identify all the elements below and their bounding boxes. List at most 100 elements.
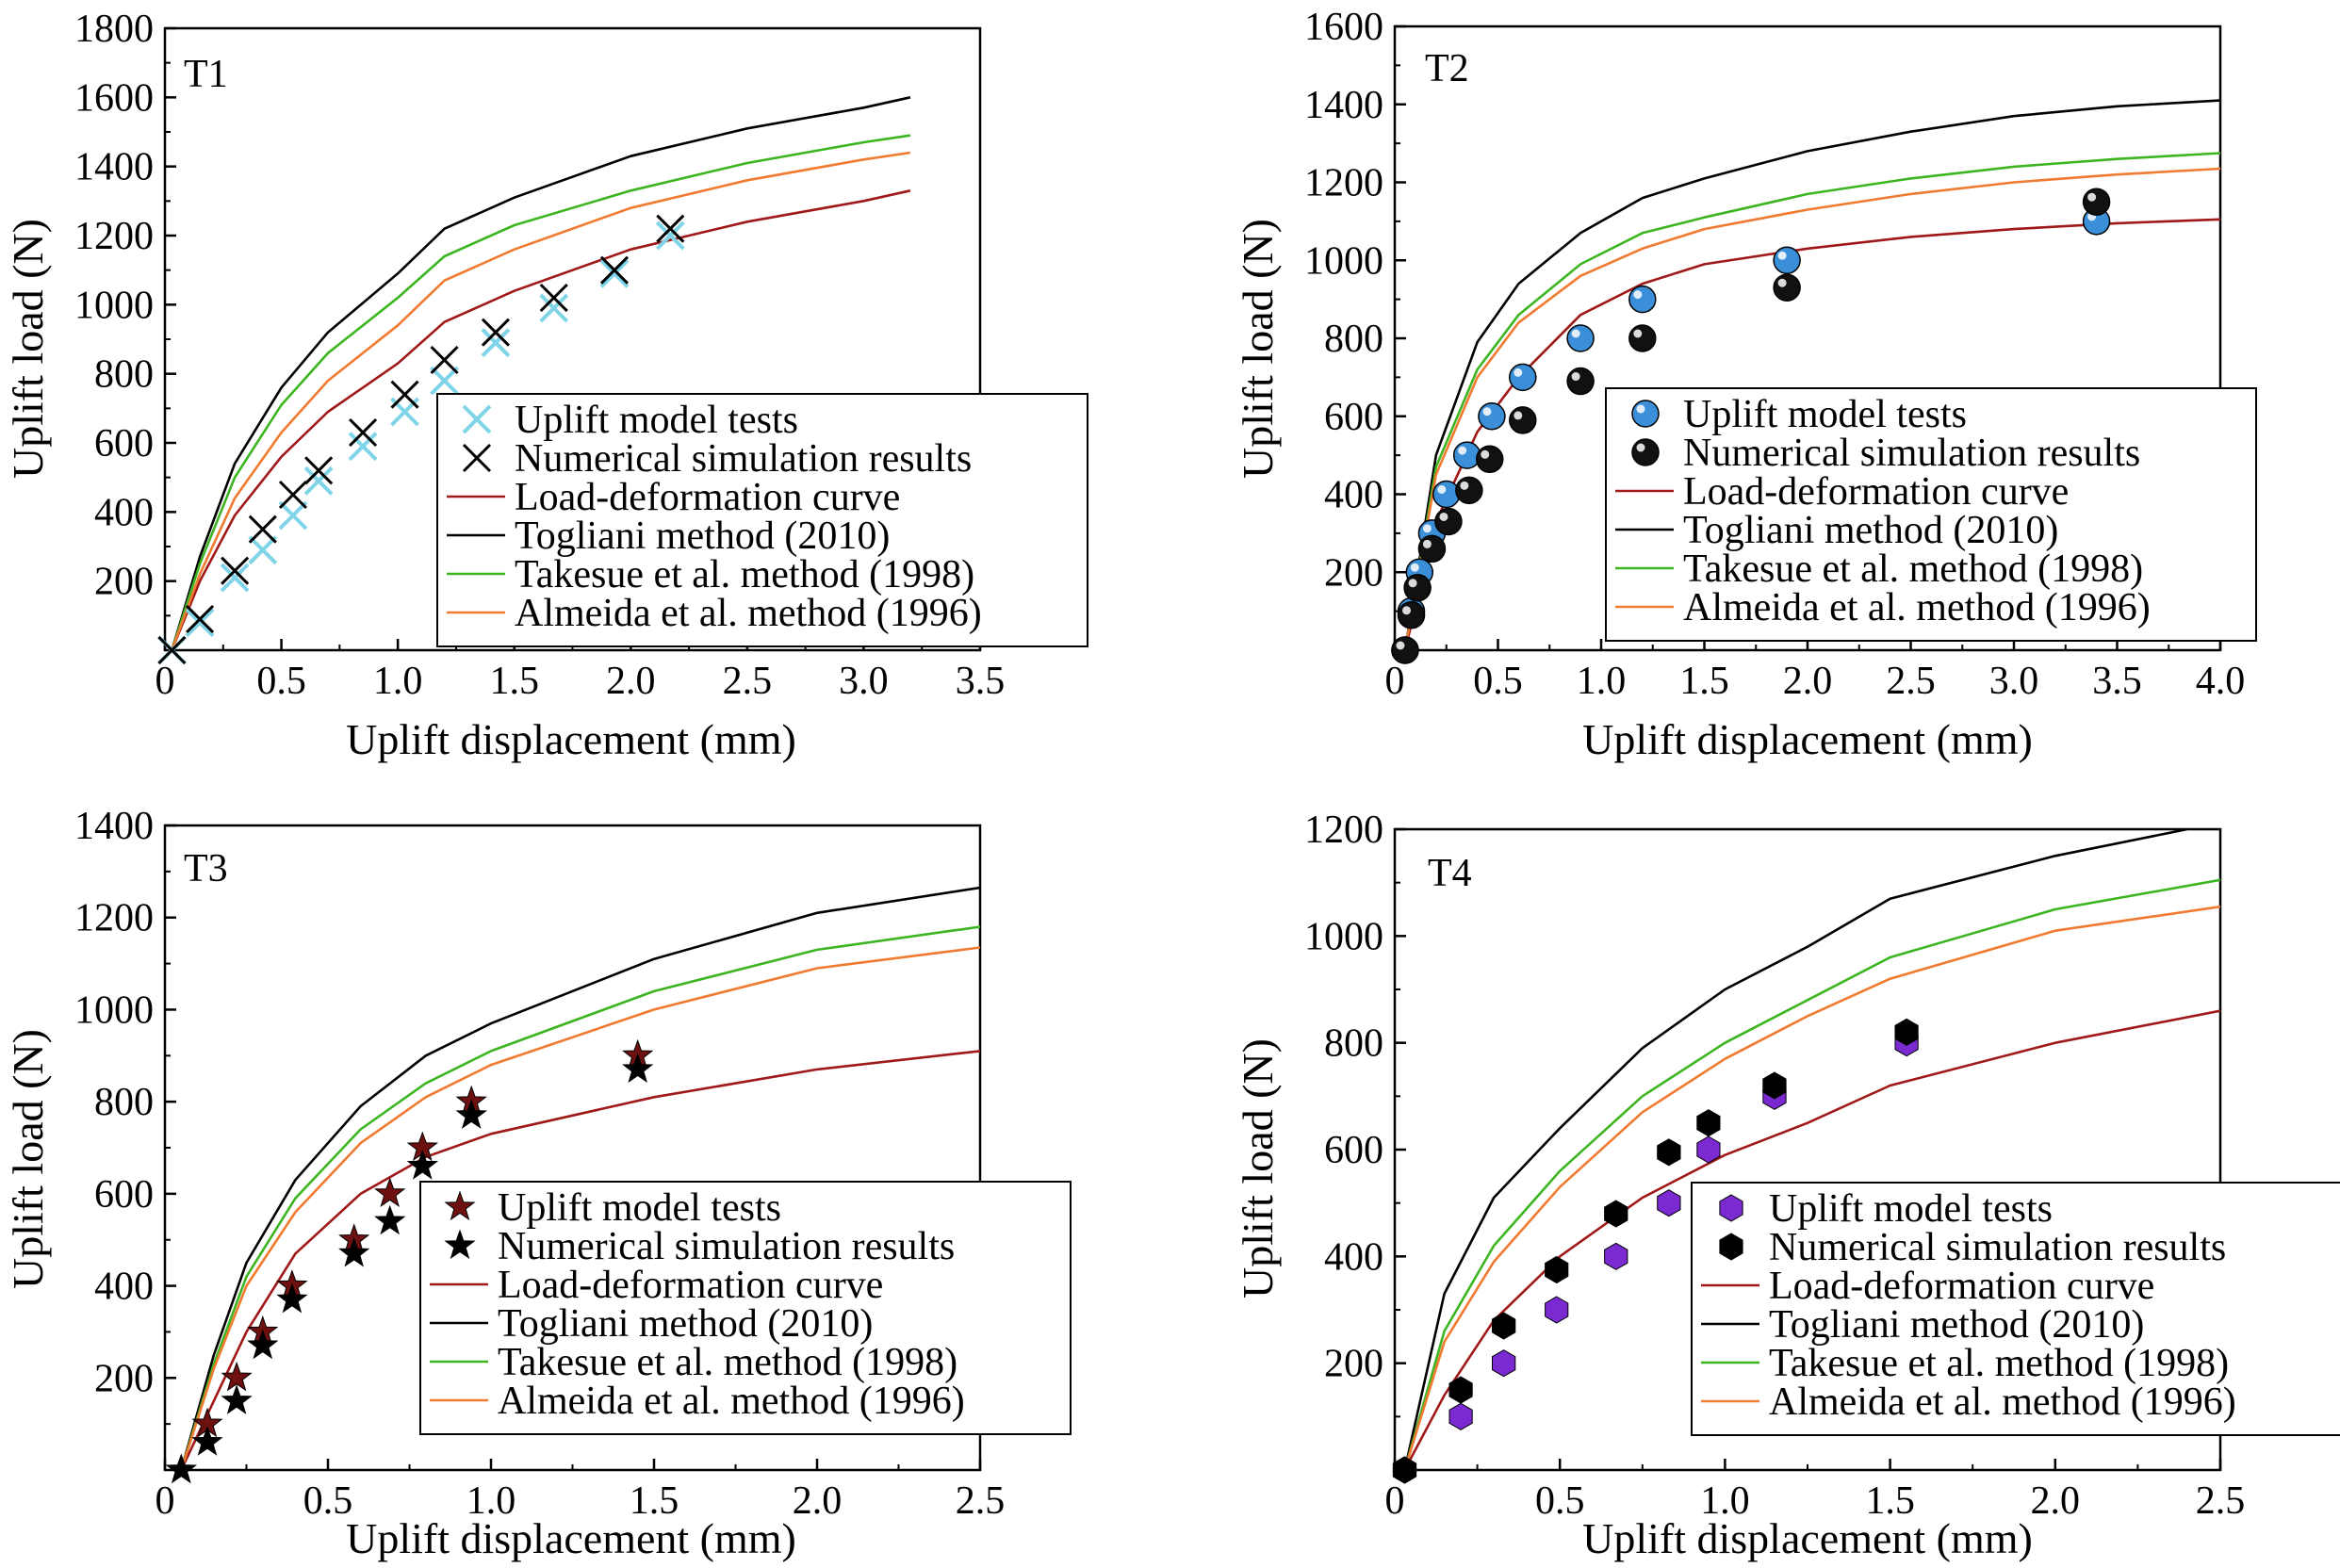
series-line-4 [1403, 167, 2220, 650]
y-tick-label: 1200 [1304, 162, 1383, 205]
simulation-point [221, 1384, 253, 1414]
x-tick-label: 0 [1385, 660, 1405, 703]
legend-swatch-simulation [1631, 438, 1660, 466]
simulation-point [1894, 1018, 1919, 1046]
legend-swatch-simulation-body [444, 1229, 476, 1260]
x-axis-label: Uplift displacement (mm) [1582, 715, 2033, 763]
simulation-point-body [374, 1204, 406, 1235]
simulation-point [390, 380, 419, 409]
test-point-body [1604, 1242, 1628, 1270]
simulation-point-highlight [1571, 372, 1580, 382]
x-tick-label: 3.5 [2092, 660, 2142, 703]
test-point-body [1432, 480, 1461, 509]
test-point [1448, 1402, 1473, 1430]
legend-label: Load-deformation curve [498, 1264, 883, 1307]
simulation-point [248, 514, 277, 544]
simulation-point-highlight [2087, 192, 2097, 202]
y-tick-label: 1600 [74, 76, 154, 120]
simulation-point [406, 1150, 439, 1180]
simulation-point-stroke-b [599, 255, 630, 285]
series-line-2 [1403, 99, 2220, 650]
x-tick-label: 1.0 [373, 660, 423, 703]
legend-swatch-tests-stroke-b [462, 404, 492, 434]
simulation-point-body [276, 1282, 308, 1314]
panel-t4: T4 Uplift displacement (mm) Uplift load … [1234, 808, 2340, 1562]
legend-swatch-tests-body [1719, 1194, 1743, 1222]
test-point [1773, 246, 1801, 274]
simulation-point-highlight [1439, 512, 1448, 521]
y-tick-label: 1200 [74, 897, 154, 940]
curves [180, 886, 980, 1470]
simulation-point-body [1397, 601, 1426, 629]
test-point-body [1696, 1135, 1721, 1164]
simulation-point-stroke-b [430, 345, 459, 375]
simulation-point [1455, 476, 1483, 505]
y-tick-label: 400 [1324, 474, 1383, 517]
panel-label: T4 [1428, 852, 1472, 895]
legend-swatch-tests-body [1631, 400, 1660, 428]
test-point-stroke-b [539, 293, 569, 323]
y-axis-label: Uplift load (N) [1234, 1038, 1282, 1298]
panel-label: T2 [1425, 47, 1469, 90]
test-point [1478, 402, 1506, 431]
simulation-point [455, 1099, 487, 1129]
simulation-point-body [1762, 1071, 1787, 1100]
y-tick-label: 1200 [74, 215, 154, 258]
simulation-point-stroke-b [186, 604, 215, 634]
curves [171, 96, 911, 650]
series-line-1 [180, 1050, 980, 1470]
legend-label: Almeida et al. method (1996) [515, 592, 982, 635]
simulation-point-body [622, 1053, 654, 1084]
simulation-point-stroke-b [221, 556, 250, 585]
y-tick-label: 200 [1324, 1343, 1383, 1386]
simulation-point-body [1894, 1018, 1919, 1046]
x-tick-label: 1.5 [1865, 1479, 1915, 1523]
x-tick-label: 2.0 [2031, 1479, 2081, 1523]
simulation-point [157, 635, 187, 665]
simulation-point-body [1403, 574, 1432, 602]
y-axis-label: Uplift load (N) [4, 219, 52, 479]
x-axis-label: Uplift displacement (mm) [346, 715, 796, 763]
legend-swatch-simulation-body [1631, 438, 1660, 466]
simulation-point-body [1434, 507, 1463, 536]
test-point [1452, 441, 1481, 469]
x-tick-label: 3.0 [839, 660, 889, 703]
panel-t1: T1 Uplift displacement (mm) Uplift load … [4, 8, 1088, 763]
x-tick-label: 2.5 [2196, 1479, 2246, 1523]
legend-label: Numerical simulation results [1769, 1226, 2226, 1269]
series-line-2 [1403, 829, 2188, 1470]
simulation-point [1604, 1200, 1628, 1228]
simulation-point-body [1391, 636, 1419, 664]
legend-box [436, 393, 1088, 647]
simulation-point-body [247, 1329, 279, 1360]
legend-label: Takesue et al. method (1998) [498, 1341, 957, 1384]
test-point [220, 563, 250, 593]
y-tick-label: 200 [94, 1357, 154, 1400]
test-point-stroke-b [599, 258, 630, 288]
simulation-point-stroke-b [481, 318, 511, 347]
x-tick-label: 0 [155, 660, 175, 703]
simulation-point [1509, 406, 1537, 434]
legend-label: Almeida et al. method (1996) [1769, 1380, 2236, 1424]
legend-label: Takesue et al. method (1998) [1683, 547, 2143, 591]
simulation-point-body [1475, 445, 1504, 474]
test-point [1492, 1349, 1516, 1378]
legend-label: Numerical simulation results [1683, 432, 2140, 475]
simulation-point [374, 1204, 406, 1235]
x-tick-label: 2.5 [956, 1479, 1006, 1523]
simulation-point-highlight [1422, 539, 1432, 548]
simulation-point-body [191, 1426, 223, 1456]
test-point [278, 500, 308, 531]
simulation-point-body [1509, 406, 1537, 434]
x-tick-label: 0 [1385, 1479, 1405, 1523]
simulation-point [247, 1329, 279, 1360]
simulation-point [1397, 601, 1426, 629]
test-point-body [1773, 246, 1801, 274]
simulation-point [191, 1426, 223, 1456]
simulation-point [539, 283, 568, 313]
simulation-point [1762, 1071, 1787, 1100]
simulation-point-highlight [1777, 278, 1787, 287]
simulation-point-body [1657, 1138, 1681, 1167]
